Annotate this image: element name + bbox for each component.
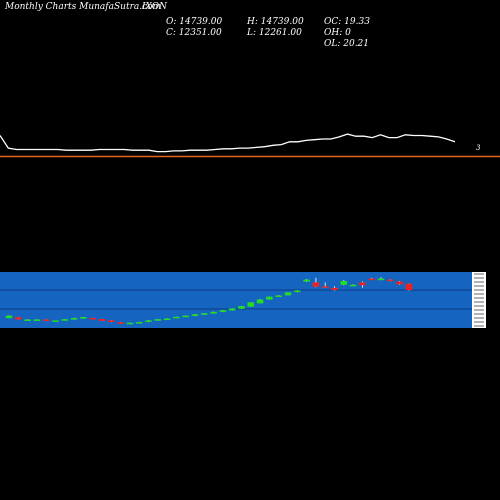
candle-up [154, 319, 162, 321]
candle-up [349, 284, 357, 287]
candle-up [266, 296, 273, 300]
candle-down [98, 318, 106, 321]
site-label: Monthly Charts MunafaSutra.com [5, 2, 162, 12]
candle-up [70, 318, 78, 320]
oscillator-line [0, 133, 456, 153]
candle-up [238, 306, 245, 309]
candle-up [24, 319, 31, 321]
oscillator-panel: 3 [0, 133, 500, 158]
candle-panel-background [0, 272, 472, 328]
candle-down [89, 318, 96, 320]
candle-up [135, 322, 143, 324]
candlestick-panel [0, 272, 486, 328]
ol-value: OL: 20.21 [324, 39, 370, 49]
candle-down [359, 282, 366, 286]
candle-down [387, 279, 394, 282]
candle-up [219, 310, 227, 312]
right-axis-strip [472, 272, 486, 328]
candle-down [331, 287, 338, 291]
candle-up [284, 292, 292, 296]
candle-up [80, 317, 87, 319]
candle-down [321, 286, 329, 288]
candle-up [275, 295, 282, 297]
candle-up [377, 278, 385, 281]
candle-up [61, 319, 69, 321]
oc-value: OC: 19.33 [324, 17, 370, 27]
candle-up [303, 279, 310, 282]
candle-down [396, 281, 403, 285]
candle-down [108, 320, 115, 323]
close-value: C: 12351.00 [166, 28, 222, 38]
reference-label: 3 [476, 144, 481, 152]
candle-up [33, 319, 41, 321]
candle-up [228, 308, 236, 311]
candle-up [210, 311, 217, 314]
candle-up [5, 315, 13, 319]
candle-up [126, 322, 134, 325]
candle-down [117, 322, 124, 324]
symbol-label: IXON [142, 2, 168, 12]
candle-down [312, 282, 320, 287]
low-value: L: 12261.00 [247, 28, 302, 38]
candle-up [340, 281, 348, 285]
candle-up [256, 299, 264, 304]
candle-up [163, 318, 171, 321]
candle-down [368, 278, 375, 281]
candle-up [52, 320, 59, 322]
candle-down [42, 319, 50, 321]
candle-up [145, 320, 152, 322]
candle-up [247, 302, 255, 307]
high-value: H: 14739.00 [247, 17, 304, 27]
candle-up [191, 314, 199, 316]
candle-down [405, 283, 413, 291]
candle-up [201, 313, 208, 315]
candle-down [15, 317, 22, 320]
open-value: O: 14739.00 [166, 17, 223, 27]
oh-value: OH: 0 [324, 28, 351, 38]
candle-up [294, 290, 301, 293]
candle-up [173, 316, 180, 319]
candle-up [182, 315, 189, 318]
